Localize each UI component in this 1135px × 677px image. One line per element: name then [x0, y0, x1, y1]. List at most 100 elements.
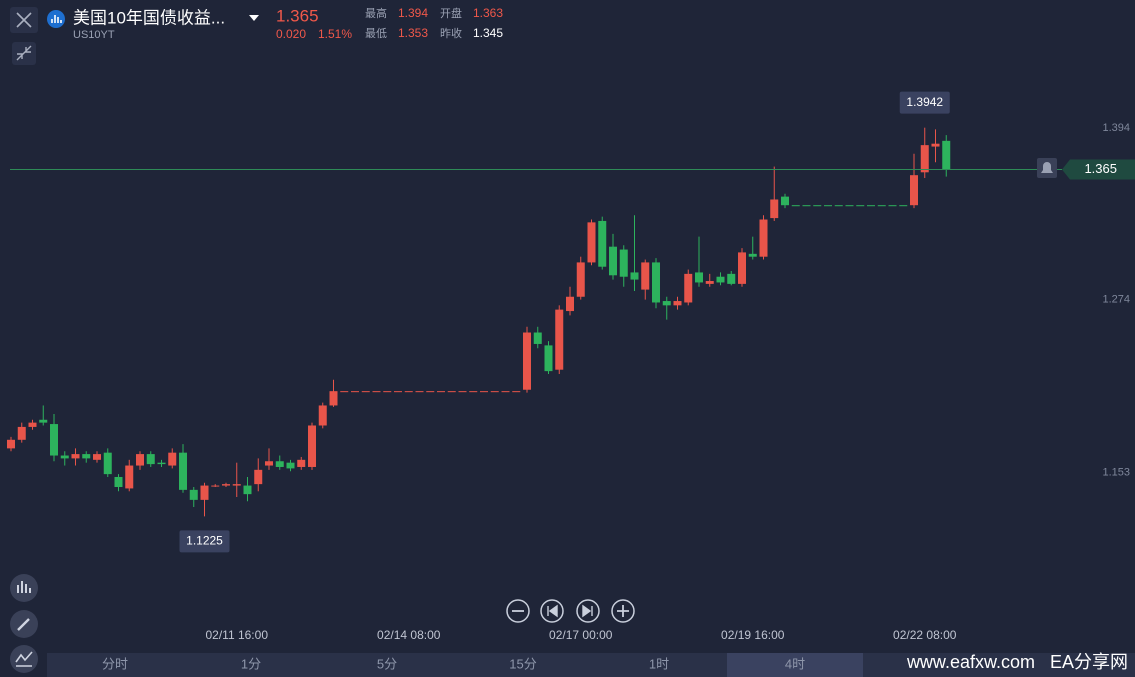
candle-body [759, 219, 768, 257]
stat-label: 开盘 [440, 6, 462, 20]
candle-body [845, 205, 854, 207]
candle-body [791, 205, 800, 207]
extreme-box [899, 91, 950, 114]
candle-body [834, 205, 843, 207]
extreme-label: 1.3942 [906, 95, 943, 109]
candle-body [447, 391, 456, 393]
candle-body [426, 391, 435, 393]
candle-body [168, 452, 177, 466]
candle-body [490, 391, 499, 393]
candle-body [652, 262, 660, 303]
x-tick-label: 02/19 16:00 [721, 628, 785, 642]
change-pct: 1.51% [318, 27, 352, 41]
candle-body [340, 391, 349, 393]
candle-body [82, 454, 91, 459]
candle-body [125, 465, 134, 489]
last-price-tag [1062, 159, 1135, 180]
x-tick-label: 02/11 16:00 [205, 628, 268, 642]
stat-value: 1.345 [473, 26, 503, 40]
candle-body [856, 205, 865, 207]
collapse-button[interactable] [12, 42, 36, 65]
tab[interactable]: 15分 [509, 656, 536, 671]
candle-body [39, 419, 48, 423]
candle-body [60, 455, 69, 459]
candle-body [920, 145, 929, 173]
candle-body [254, 469, 263, 485]
candle-body [512, 391, 521, 393]
candle-body [867, 205, 875, 207]
tab[interactable]: 4时 [785, 656, 805, 671]
candle-body [372, 391, 381, 393]
candle-body [630, 272, 639, 280]
candle-body [641, 262, 650, 290]
go-start[interactable] [540, 599, 564, 623]
candle-body [17, 426, 26, 440]
candle-body [813, 205, 822, 207]
candle-body [232, 484, 241, 486]
zoom-in[interactable] [611, 599, 635, 623]
candle-body [888, 205, 897, 207]
stat-value: 1.394 [398, 6, 428, 20]
candle-body [275, 461, 284, 467]
candle-body [415, 391, 424, 393]
candle-body [50, 424, 58, 456]
alert-button[interactable] [1037, 158, 1057, 178]
candle-body [566, 296, 574, 312]
y-tick-label: 1.394 [1102, 122, 1130, 134]
candle-body [781, 196, 789, 206]
candle-body [361, 391, 370, 393]
candle-body [308, 425, 316, 467]
candle-body [684, 273, 693, 303]
candle-body [136, 454, 144, 466]
candle-body [942, 140, 951, 170]
tab-active [727, 653, 863, 677]
zoom-out[interactable] [506, 599, 530, 623]
go-end[interactable] [576, 599, 600, 623]
chart-type-button[interactable] [10, 645, 38, 673]
candle-body [103, 452, 112, 475]
tab[interactable]: 1时 [649, 656, 669, 671]
symbol: US10YT [73, 29, 115, 41]
logo [47, 10, 65, 28]
indicator-button[interactable] [10, 574, 38, 602]
tab[interactable]: 1分 [241, 656, 261, 671]
candle-body [243, 485, 252, 495]
tab-bar [47, 653, 1135, 677]
extreme-box [179, 530, 230, 553]
tab[interactable]: 分时 [102, 656, 128, 671]
candle-body [318, 405, 327, 426]
candle-body [576, 262, 585, 297]
close-button[interactable] [10, 7, 38, 33]
candle-body [297, 459, 306, 467]
x-tick-label: 02/17 00:00 [549, 628, 613, 642]
candle-body [738, 252, 746, 284]
candle-body [351, 391, 359, 393]
candle-body [544, 345, 553, 372]
candle-body [748, 253, 757, 257]
tab[interactable]: 5分 [377, 656, 397, 671]
candle-body [877, 205, 886, 207]
y-tick-label: 1.274 [1102, 294, 1130, 306]
draw-button[interactable] [10, 610, 38, 638]
candle-body [802, 205, 811, 207]
candle-body [609, 246, 617, 276]
dropdown[interactable] [249, 15, 259, 21]
candle-body [458, 391, 467, 393]
stat-label: 最高 [365, 6, 387, 20]
candle-body [931, 143, 940, 147]
candle-body [146, 454, 155, 465]
candle-body [189, 489, 198, 500]
stat-label: 最低 [365, 27, 387, 40]
candle-body [480, 391, 488, 393]
candle-body [587, 222, 596, 263]
candle-body [437, 391, 445, 393]
candle-body [899, 205, 908, 207]
stat-value: 1.363 [473, 6, 503, 20]
candle-body [533, 332, 542, 344]
candle-body [157, 462, 166, 465]
candle-body [394, 391, 402, 393]
candle-body [71, 454, 80, 459]
